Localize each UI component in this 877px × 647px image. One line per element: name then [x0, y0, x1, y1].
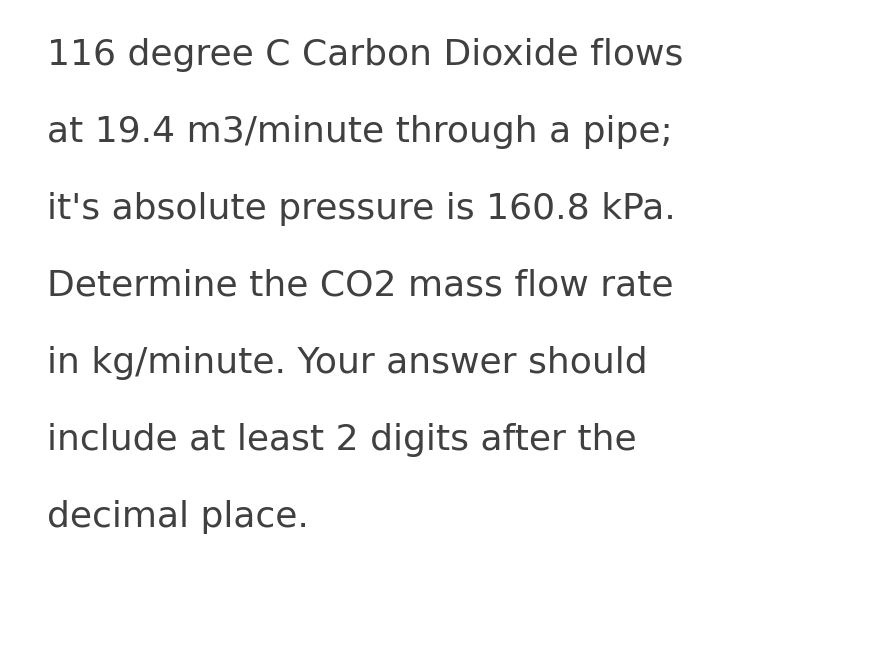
Text: at 19.4 m3/minute through a pipe;: at 19.4 m3/minute through a pipe; [47, 115, 672, 149]
Text: Determine the CO2 mass flow rate: Determine the CO2 mass flow rate [47, 269, 673, 303]
Text: include at least 2 digits after the: include at least 2 digits after the [47, 423, 636, 457]
Text: in kg/minute. Your answer should: in kg/minute. Your answer should [47, 346, 647, 380]
Text: 116 degree C Carbon Dioxide flows: 116 degree C Carbon Dioxide flows [47, 38, 682, 72]
Text: decimal place.: decimal place. [47, 500, 309, 534]
Text: it's absolute pressure is 160.8 kPa.: it's absolute pressure is 160.8 kPa. [47, 192, 675, 226]
